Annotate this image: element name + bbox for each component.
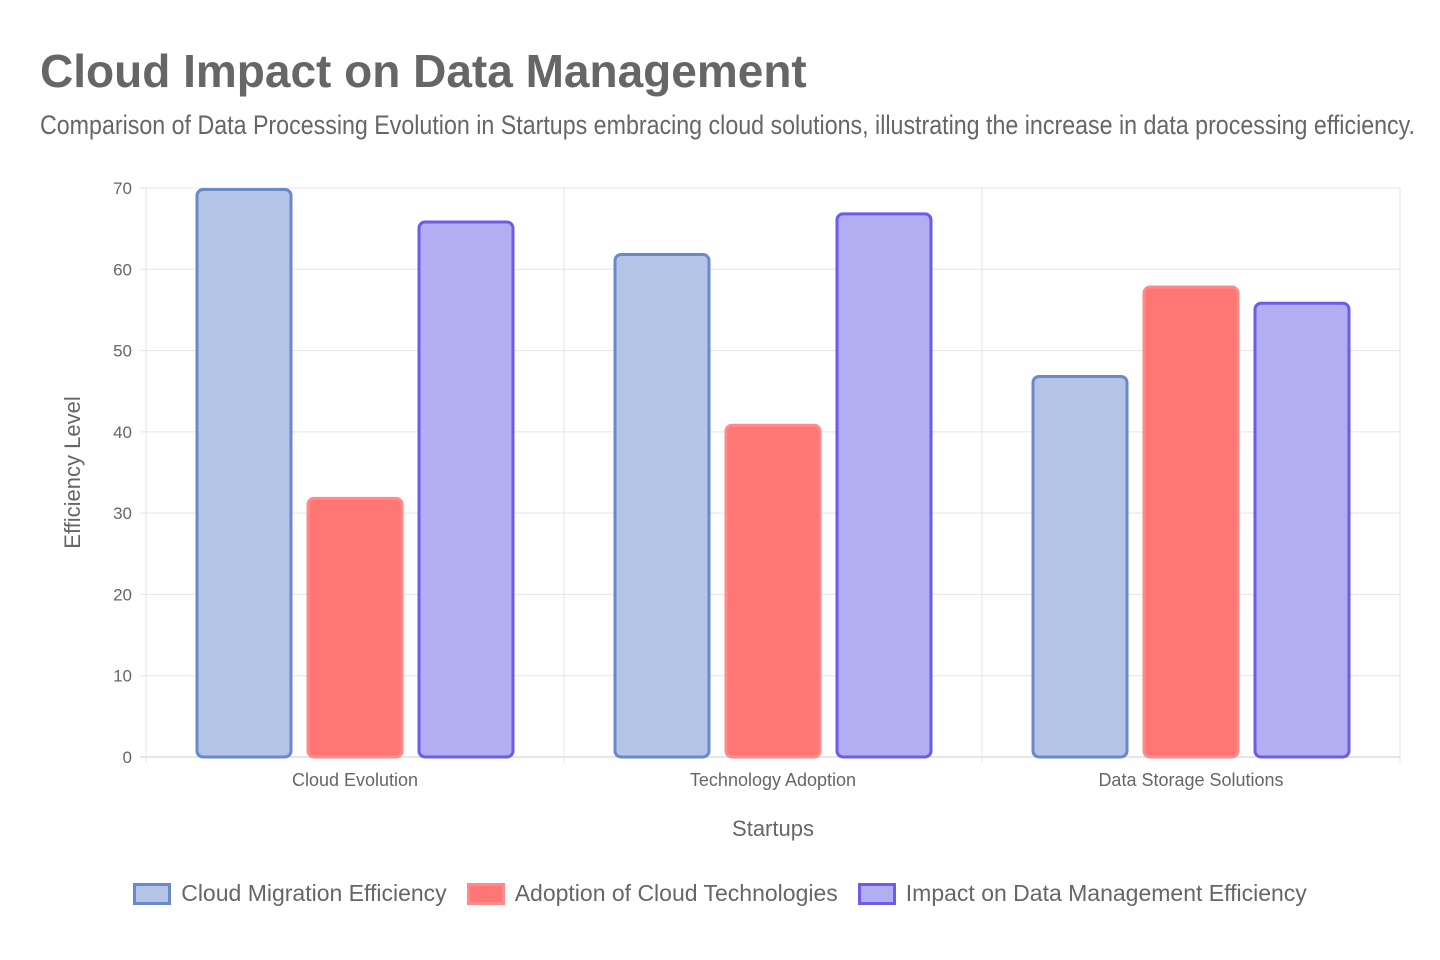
bar <box>1142 285 1240 759</box>
bar <box>613 253 711 759</box>
bar <box>1031 374 1129 759</box>
y-tick-label: 50 <box>113 342 132 361</box>
legend-item[interactable]: Cloud Migration Efficiency <box>133 880 447 907</box>
legend-swatch <box>857 882 896 905</box>
chart-title: Cloud Impact on Data Management <box>40 45 807 97</box>
legend-item[interactable]: Impact on Data Management Efficiency <box>857 880 1307 907</box>
x-tick-label: Technology Adoption <box>690 770 856 790</box>
x-tick-label: Data Storage Solutions <box>1098 770 1283 790</box>
y-tick-label: 40 <box>113 423 132 442</box>
chart-subtitle: Comparison of Data Processing Evolution … <box>40 110 1416 140</box>
y-tick-label: 10 <box>113 667 132 686</box>
legend-item[interactable]: Adoption of Cloud Technologies <box>466 880 838 907</box>
legend-label: Adoption of Cloud Technologies <box>514 880 838 906</box>
y-tick-label: 0 <box>123 748 132 767</box>
y-tick-label: 70 <box>113 179 132 198</box>
y-tick-label: 20 <box>113 585 132 604</box>
y-axis-label: Efficiency Level <box>60 396 85 548</box>
bar <box>195 188 293 759</box>
legend-label: Cloud Migration Efficiency <box>181 880 447 906</box>
x-axis-label: Startups <box>732 816 814 841</box>
bar <box>835 212 933 759</box>
bar <box>417 220 515 759</box>
bar <box>1253 301 1351 759</box>
bar <box>724 423 822 759</box>
legend-swatch <box>466 882 505 905</box>
legend-label: Impact on Data Management Efficiency <box>905 880 1307 906</box>
y-tick-label: 60 <box>113 260 132 279</box>
x-tick-label: Cloud Evolution <box>292 770 418 790</box>
legend: Cloud Migration Efficiency Adoption of Cl… <box>0 880 1440 907</box>
legend-swatch <box>133 882 172 905</box>
bar <box>306 496 404 759</box>
y-tick-label: 30 <box>113 504 132 523</box>
